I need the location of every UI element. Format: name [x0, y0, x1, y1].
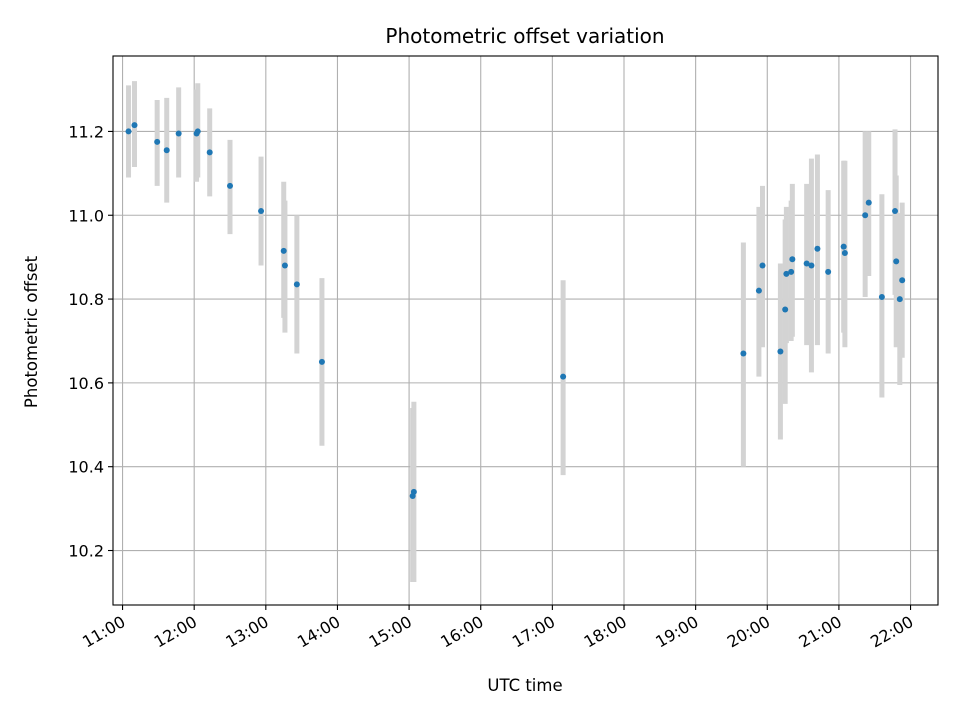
- data-point: [281, 262, 288, 269]
- y-tick-label: 11.0: [68, 206, 104, 225]
- y-tick-label: 10.8: [68, 290, 104, 309]
- data-point: [814, 245, 821, 252]
- data-point: [206, 149, 213, 156]
- x-axis-label: UTC time: [487, 676, 562, 695]
- data-point: [227, 182, 234, 189]
- data-point: [899, 277, 906, 284]
- y-axis-label: Photometric offset: [22, 255, 41, 408]
- data-point: [560, 373, 567, 380]
- data-point: [194, 128, 201, 135]
- data-point: [280, 247, 287, 254]
- data-point: [755, 287, 762, 294]
- data-point: [258, 208, 265, 215]
- y-tick-label: 10.2: [68, 542, 104, 561]
- data-point: [878, 293, 885, 300]
- data-point: [808, 262, 815, 269]
- y-tick-label: 10.6: [68, 374, 104, 393]
- data-point: [803, 260, 810, 267]
- data-point: [410, 488, 417, 495]
- data-point: [318, 358, 325, 365]
- chart-title: Photometric offset variation: [385, 24, 664, 48]
- data-point: [893, 258, 900, 265]
- data-point: [154, 138, 161, 145]
- data-point: [892, 208, 899, 215]
- data-point: [740, 350, 747, 357]
- data-point: [862, 212, 869, 219]
- data-point: [840, 243, 847, 250]
- data-point: [825, 268, 832, 275]
- data-point: [293, 281, 300, 288]
- data-point: [125, 128, 132, 135]
- data-point: [782, 306, 789, 313]
- data-point: [131, 122, 138, 129]
- data-points: [125, 122, 906, 500]
- data-point: [896, 296, 903, 303]
- data-point: [175, 130, 182, 137]
- data-point: [163, 147, 170, 154]
- data-point: [865, 199, 872, 206]
- y-tick-label: 11.2: [68, 122, 104, 141]
- grid-lines: [113, 56, 938, 605]
- data-point: [841, 249, 848, 256]
- data-point: [759, 262, 766, 269]
- data-point: [777, 348, 784, 355]
- data-point: [783, 270, 790, 277]
- data-point: [788, 268, 795, 275]
- plot-frame: [112, 55, 939, 606]
- y-tick-label: 10.4: [68, 458, 104, 477]
- data-point: [789, 256, 796, 263]
- y-axis-ticks: 10.2 10.4 10.6 10.8 11.0 11.2: [68, 122, 113, 561]
